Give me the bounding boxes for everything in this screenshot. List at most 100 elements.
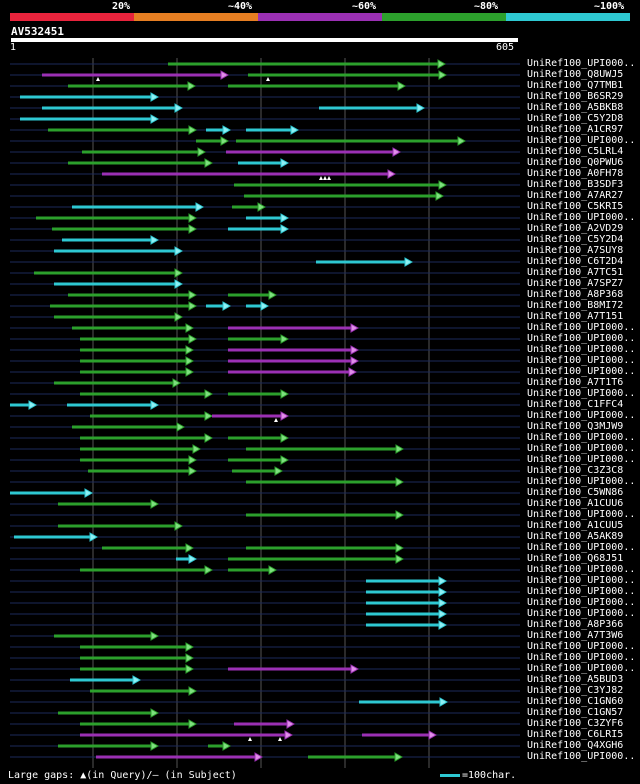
hit-label[interactable]: UniRef100_A7TC51 — [527, 267, 624, 278]
hit-label[interactable]: UniRef100_UPI000.. — [527, 509, 636, 520]
hit-label[interactable]: UniRef100_UPI000.. — [527, 322, 636, 333]
hit-label[interactable]: UniRef100_C6T2D4 — [527, 256, 624, 267]
hit-label[interactable]: UniRef100_B8MI72 — [527, 300, 624, 311]
hit-label[interactable]: UniRef100_UPI000.. — [527, 597, 636, 608]
hit-segment — [319, 106, 418, 110]
hit-label[interactable]: UniRef100_C5LRL4 — [527, 146, 624, 157]
hit-label[interactable]: UniRef100_A1CR97 — [527, 124, 624, 135]
hit-label[interactable]: UniRef100_UPI000.. — [527, 355, 636, 366]
hit-label[interactable]: UniRef100_C1GN57 — [527, 707, 624, 718]
hit-label[interactable]: UniRef100_UPI000.. — [527, 542, 636, 553]
hit-segment — [68, 84, 189, 88]
hit-segment — [228, 293, 270, 297]
hit-label[interactable]: UniRef100_UPI000.. — [527, 333, 636, 344]
hit-label[interactable]: UniRef100_A2VD29 — [527, 223, 624, 234]
hit-arrowhead — [222, 301, 232, 311]
hit-label[interactable]: UniRef100_UPI000.. — [527, 432, 636, 443]
hit-label[interactable]: UniRef100_UPI000.. — [527, 410, 636, 421]
hit-label[interactable]: UniRef100_A7AR27 — [527, 190, 624, 201]
hit-label[interactable]: UniRef100_C1GN60 — [527, 696, 624, 707]
hit-label[interactable]: UniRef100_Q68J51 — [527, 553, 624, 564]
hit-segment — [80, 568, 206, 572]
hit-label[interactable]: UniRef100_UPI000.. — [527, 586, 636, 597]
hit-label[interactable]: UniRef100_Q4XGH6 — [527, 740, 624, 751]
hit-segment — [36, 216, 190, 220]
hit-arrowhead — [172, 378, 182, 388]
hit-label[interactable]: UniRef100_C3ZYF6 — [527, 718, 624, 729]
hit-segment — [246, 546, 397, 550]
hit-label[interactable]: UniRef100_UPI000.. — [527, 344, 636, 355]
hit-arrowhead — [416, 103, 426, 113]
hit-label[interactable]: UniRef100_UPI000.. — [527, 366, 636, 377]
hit-label[interactable]: UniRef100_A7T3W6 — [527, 630, 624, 641]
hit-arrowhead — [392, 147, 402, 157]
hit-arrowhead — [222, 125, 232, 135]
hit-arrowhead — [185, 642, 195, 652]
hit-arrowhead — [188, 224, 198, 234]
hit-label[interactable]: UniRef100_A1CUU6 — [527, 498, 624, 509]
hit-segment — [67, 403, 152, 407]
hit-segment — [246, 447, 397, 451]
hit-label[interactable]: UniRef100_C5Y2D4 — [527, 234, 624, 245]
hit-label[interactable]: UniRef100_A5BUD3 — [527, 674, 624, 685]
hit-label[interactable]: UniRef100_A7SUY8 — [527, 245, 624, 256]
hit-label[interactable]: UniRef100_UPI000.. — [527, 751, 636, 762]
hit-label[interactable]: UniRef100_C5KRI5 — [527, 201, 624, 212]
hit-label[interactable]: UniRef100_UPI000.. — [527, 388, 636, 399]
hit-label[interactable]: UniRef100_A7SPZ7 — [527, 278, 624, 289]
hit-segment — [80, 733, 286, 737]
legend-label-2: ~40% — [228, 1, 253, 12]
hit-label[interactable]: UniRef100_UPI000.. — [527, 663, 636, 674]
hit-arrowhead — [439, 697, 449, 707]
hit-segment — [96, 755, 256, 759]
hit-label[interactable]: UniRef100_C1FFC4 — [527, 399, 624, 410]
hit-label[interactable]: UniRef100_A7T1T6 — [527, 377, 624, 388]
legend-bar-3 — [258, 13, 382, 21]
hit-label[interactable]: UniRef100_A7T151 — [527, 311, 624, 322]
hit-label[interactable]: UniRef100_UPI000.. — [527, 212, 636, 223]
hit-label[interactable]: UniRef100_Q7TMB1 — [527, 80, 624, 91]
hit-segment — [68, 293, 190, 297]
hit-arrowhead — [204, 433, 214, 443]
hit-label[interactable]: UniRef100_A5AK89 — [527, 531, 624, 542]
hit-segment — [228, 557, 397, 561]
hit-label[interactable]: UniRef100_UPI000.. — [527, 564, 636, 575]
hit-label[interactable]: UniRef100_UPI000.. — [527, 135, 636, 146]
hit-segment — [54, 282, 176, 286]
hit-label[interactable]: UniRef100_UPI000.. — [527, 641, 636, 652]
scale-text: =100char. — [462, 770, 517, 781]
hit-segment — [72, 326, 187, 330]
hit-label[interactable]: UniRef100_A8P368 — [527, 289, 624, 300]
hit-label[interactable]: UniRef100_UPI000.. — [527, 652, 636, 663]
hit-label[interactable]: UniRef100_Q8UWJ5 — [527, 69, 624, 80]
hit-segment — [244, 194, 437, 198]
hit-segment — [228, 568, 270, 572]
hit-label[interactable]: UniRef100_A8P366 — [527, 619, 624, 630]
hit-label[interactable]: UniRef100_Q0PWU6 — [527, 157, 624, 168]
hit-arrowhead — [395, 510, 405, 520]
hit-segment — [234, 722, 288, 726]
hit-label[interactable]: UniRef100_A0FH78 — [527, 168, 624, 179]
hit-arrowhead — [220, 136, 230, 146]
hit-label[interactable]: UniRef100_UPI000.. — [527, 575, 636, 586]
hit-label[interactable]: UniRef100_UPI000.. — [527, 58, 636, 69]
hit-label[interactable]: UniRef100_UPI000.. — [527, 476, 636, 487]
hit-arrowhead — [188, 686, 198, 696]
hit-label[interactable]: UniRef100_UPI000.. — [527, 443, 636, 454]
hit-label[interactable]: UniRef100_C5Y2D8 — [527, 113, 624, 124]
hit-label[interactable]: UniRef100_B3SDF3 — [527, 179, 624, 190]
hit-label[interactable]: UniRef100_A5BKB8 — [527, 102, 624, 113]
hit-label[interactable]: UniRef100_C3YJ82 — [527, 685, 624, 696]
hit-segment — [206, 128, 224, 132]
hit-label[interactable]: UniRef100_Q3MJW9 — [527, 421, 624, 432]
hit-arrowhead — [204, 389, 214, 399]
hit-label[interactable]: UniRef100_UPI000.. — [527, 608, 636, 619]
hit-arrowhead — [457, 136, 467, 146]
hit-label[interactable]: UniRef100_B6SR29 — [527, 91, 624, 102]
hit-label[interactable]: UniRef100_UPI000.. — [527, 454, 636, 465]
hit-label[interactable]: UniRef100_C5WN86 — [527, 487, 624, 498]
hit-label[interactable]: UniRef100_C6LRI5 — [527, 729, 624, 740]
hit-segment — [58, 502, 152, 506]
hit-label[interactable]: UniRef100_C3Z3C8 — [527, 465, 624, 476]
hit-label[interactable]: UniRef100_A1CUU5 — [527, 520, 624, 531]
